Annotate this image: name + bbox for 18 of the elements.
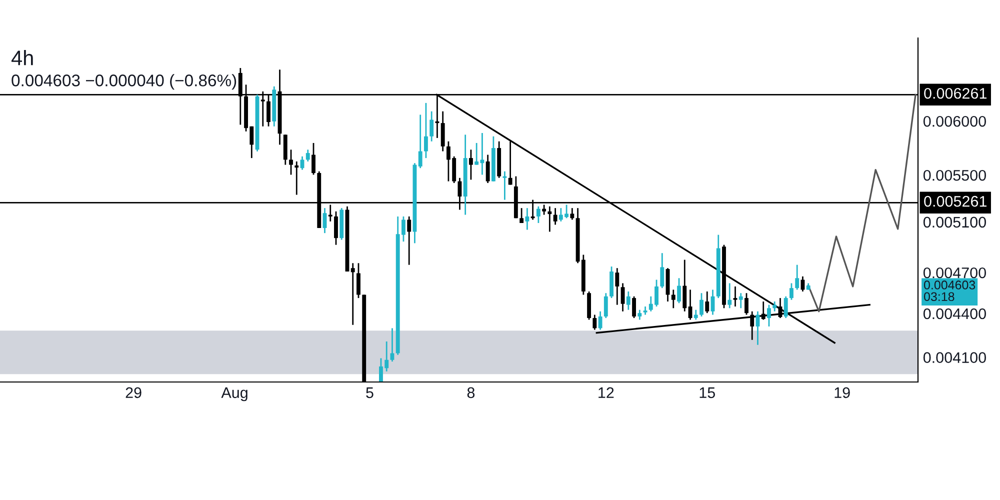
y-tick-label: 0.004100 [923, 352, 986, 363]
ref-line-label: 0.006261 [924, 88, 986, 99]
x-tick-label: 5 [366, 387, 374, 398]
ref-line-label: 0.005261 [924, 196, 986, 207]
chart-title: 4h [11, 50, 33, 66]
y-tick-label: 0.006000 [923, 116, 986, 127]
y-tick-label: 0.005100 [923, 216, 986, 228]
x-tick-label: 8 [467, 387, 475, 398]
y-tick-label: 0.004700 [923, 267, 986, 278]
text: 0.004603 03:18 [924, 280, 976, 302]
y-tick-label: 0.005500 [923, 170, 986, 181]
x-tick-label: 29 [126, 387, 142, 398]
x-tick-label: 19 [834, 387, 850, 398]
y-tick-label: 0.004400 [923, 308, 986, 320]
x-tick-label: 15 [700, 387, 715, 398]
x-tick-label: Aug [221, 387, 248, 402]
x-tick-label: 12 [598, 387, 614, 398]
text: 0.004603 −0.000040 (−0.86%) [12, 74, 236, 90]
